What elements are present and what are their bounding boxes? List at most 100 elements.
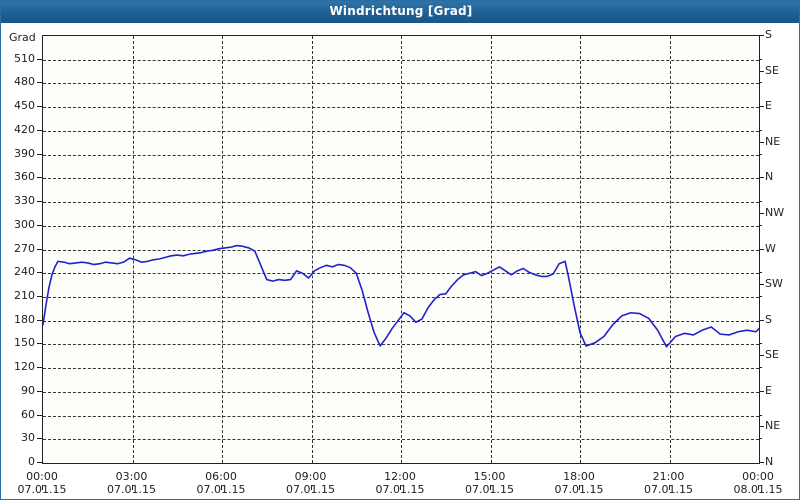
y-axis-compass-label: NE (765, 419, 781, 433)
y-axis-right-tick-mark (759, 35, 764, 36)
x-axis-date-label: 07.01.15 (107, 483, 156, 496)
x-axis-tick-label: 03:00 07.01.15 (87, 470, 177, 496)
y-axis-tick-mark (37, 319, 42, 321)
y-axis-right-tick-mark (759, 319, 764, 321)
y-axis-right-minor-tick (759, 201, 762, 203)
x-axis-date-label: 07.01.15 (17, 483, 67, 496)
x-axis-date-label: 07.01.15 (196, 483, 246, 496)
y-axis-right-minor-tick (759, 58, 762, 60)
y-axis-compass-label: S (765, 28, 772, 41)
y-axis-tick-mark (37, 462, 42, 463)
page-title: Windrichtung [Grad] (329, 4, 473, 18)
y-axis-right-minor-tick (759, 153, 762, 155)
x-axis-tick-label: 06:00 07.01.15 (176, 470, 266, 496)
y-axis-right-tick-mark (759, 141, 764, 143)
y-axis-right-minor-tick (759, 224, 762, 226)
x-axis-tick-mark (221, 485, 222, 490)
y-axis-tick-mark (37, 153, 42, 155)
y-axis-tick-mark (37, 295, 42, 297)
x-axis-tick-label: 00:00 07.01.15 (1, 470, 87, 496)
y-axis-tick-mark (37, 367, 42, 369)
y-axis-compass-label: S (765, 312, 772, 326)
window-titlebar: Windrichtung [Grad] (1, 1, 799, 24)
x-axis-tick-label: 18:00 07.01.15 (534, 470, 624, 496)
y-axis-right-tick-mark (759, 212, 764, 214)
x-axis-date-label: 07.01.15 (554, 483, 604, 496)
y-axis-tick-label: 30 (21, 431, 35, 445)
x-axis-tick-mark (131, 485, 133, 490)
x-axis-time-label: 00:00 (742, 470, 774, 483)
y-axis-tick-mark (37, 438, 42, 440)
y-axis-tick-mark (37, 224, 42, 226)
y-axis-tick-mark (37, 129, 42, 131)
y-axis-tick-mark (37, 414, 42, 416)
y-axis-tick-mark (37, 272, 42, 274)
y-axis-compass-label: NW (765, 205, 785, 219)
x-axis-time-label: 06:00 (205, 470, 237, 483)
y-axis-tick-mark (37, 177, 42, 179)
y-axis-compass-label: SE (765, 348, 779, 362)
y-axis-tick-label: 420 (14, 122, 35, 136)
y-axis-tick-label: 0 (28, 455, 35, 468)
x-axis-tick-label: 00:00 08.01.15 (713, 470, 799, 496)
x-axis-date-label: 07.01.15 (465, 483, 514, 496)
y-axis-tick-label: 150 (14, 336, 35, 350)
y-axis-tick-label: 270 (14, 241, 35, 255)
gridline-vertical (669, 36, 671, 463)
y-axis-right-tick-mark (759, 284, 764, 286)
y-axis-tick-label: 330 (14, 194, 35, 208)
x-axis-date-label: 07.01.15 (644, 483, 693, 496)
y-axis-tick-label: 60 (21, 407, 35, 421)
x-axis-tick-mark (42, 485, 43, 490)
y-axis-compass-label: NE (765, 134, 781, 148)
x-axis-tick-mark (579, 485, 580, 490)
y-axis-right-tick-mark (759, 355, 764, 357)
y-axis-right-minor-tick (759, 343, 762, 345)
y-axis-right-minor-tick (759, 414, 762, 416)
y-axis-right-tick-mark (759, 177, 764, 179)
x-axis-time-label: 00:00 (26, 470, 58, 483)
y-axis-tick-mark (37, 201, 42, 203)
y-axis-right-minor-tick (759, 129, 762, 131)
y-axis-compass-label: E (765, 383, 772, 397)
series-polyline (42, 244, 760, 348)
x-axis-tick-mark (758, 485, 759, 490)
y-axis-tick-label: 360 (14, 170, 35, 184)
y-axis-tick-mark (37, 248, 42, 250)
y-axis-right-tick-mark (759, 106, 764, 108)
y-axis-tick-label: 510 (14, 51, 35, 65)
x-axis-time-label: 03:00 (115, 470, 148, 483)
x-axis-tick-mark (400, 485, 401, 490)
y-axis-tick-label: 180 (14, 312, 35, 326)
y-axis-right-tick-mark (759, 248, 764, 250)
y-axis-tick-label: 210 (14, 288, 35, 302)
gridline-vertical (132, 36, 134, 463)
y-axis-tick-label: 120 (14, 360, 35, 374)
gridline-vertical (580, 36, 581, 463)
y-axis-compass-label: W (765, 241, 776, 255)
x-axis-tick-mark (310, 485, 312, 490)
y-axis-right-minor-tick (759, 295, 762, 297)
x-axis-time-label: 09:00 (294, 470, 327, 483)
y-axis-tick-mark (37, 58, 42, 60)
x-axis-time-label: 15:00 (473, 470, 506, 483)
gridline-vertical (311, 36, 313, 463)
y-axis-tick-label: 390 (14, 146, 35, 160)
y-axis-right-tick-mark (759, 462, 764, 463)
y-axis-right-tick-mark (759, 390, 764, 392)
plot-area (42, 35, 760, 464)
x-axis-date-label: 07.01.15 (286, 483, 335, 496)
x-axis-date-label: 07.01.15 (375, 483, 425, 496)
y-axis-tick-label: 450 (14, 99, 35, 113)
y-axis-unit-label: Grad (9, 31, 36, 44)
gridline-vertical (222, 36, 223, 463)
y-axis-right-minor-tick (759, 272, 762, 274)
y-axis-tick-label: 480 (14, 75, 35, 89)
x-axis-time-label: 18:00 (563, 470, 595, 483)
y-axis-tick-mark (37, 82, 42, 84)
y-axis-compass-label: E (765, 99, 772, 113)
y-axis-tick-label: 90 (21, 383, 35, 397)
y-axis-tick-mark (37, 343, 42, 345)
x-axis-tick-mark (668, 485, 670, 490)
